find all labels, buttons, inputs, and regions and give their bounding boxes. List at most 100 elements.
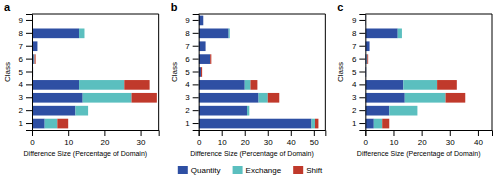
tick-label: 3 xyxy=(185,93,190,102)
bar xyxy=(210,54,211,64)
tick-label: 10 xyxy=(64,138,73,147)
bar xyxy=(84,29,85,39)
tick: 4 xyxy=(185,80,198,89)
tick-label: 30 xyxy=(264,138,273,147)
bar xyxy=(389,106,417,116)
tick-mark xyxy=(422,130,423,136)
bar xyxy=(203,16,204,26)
tick: 9 xyxy=(352,16,365,25)
tick: 30 xyxy=(446,130,455,147)
tick-mark xyxy=(26,46,32,47)
bar xyxy=(403,80,437,90)
bar xyxy=(229,29,230,39)
tick-label: 5 xyxy=(352,68,357,77)
tick-label: 2 xyxy=(19,106,24,115)
bar xyxy=(32,93,83,103)
bar xyxy=(88,106,89,116)
bar xyxy=(75,106,88,116)
legend-item: Exchange xyxy=(233,166,282,175)
bar xyxy=(37,41,38,51)
legend-item: Shift xyxy=(293,166,323,175)
bar xyxy=(446,93,466,103)
tick: 0 xyxy=(30,130,35,147)
tick-label: 30 xyxy=(446,138,455,147)
tick-mark xyxy=(314,130,315,136)
panel: 010203040123456789Difference Size (Perce… xyxy=(336,1,492,158)
tick-mark xyxy=(359,20,365,21)
bar xyxy=(417,106,418,116)
tick: 3 xyxy=(185,93,198,102)
frame xyxy=(158,14,159,130)
bar xyxy=(199,41,206,51)
bar xyxy=(259,93,268,103)
bar xyxy=(398,29,402,39)
tick-mark xyxy=(193,123,199,124)
tick-label: 40 xyxy=(287,138,296,147)
tick-mark xyxy=(26,72,32,73)
series xyxy=(201,54,318,128)
tick: 10 xyxy=(64,130,73,147)
tick-mark xyxy=(193,20,199,21)
bar xyxy=(365,29,397,39)
tick-label: 9 xyxy=(19,16,24,25)
tick: 2 xyxy=(19,106,32,115)
tick-label: 2 xyxy=(185,106,190,115)
tick-mark xyxy=(268,130,269,136)
tick: 6 xyxy=(19,55,32,64)
bars xyxy=(199,16,319,129)
tick-label: 5 xyxy=(19,68,24,77)
tick-mark xyxy=(26,20,32,21)
tick-mark xyxy=(393,130,394,136)
tick: 6 xyxy=(185,55,198,64)
bar xyxy=(199,29,229,39)
tick-mark xyxy=(450,130,451,136)
tick: 20 xyxy=(418,130,427,147)
tick: 4 xyxy=(352,80,365,89)
bar xyxy=(245,80,251,90)
tick-mark xyxy=(193,110,199,111)
chart: 0102030123456789Difference Size (Percent… xyxy=(0,0,500,178)
tick: 9 xyxy=(185,16,198,25)
bar xyxy=(199,93,259,103)
bar xyxy=(203,16,204,26)
bar xyxy=(205,41,206,51)
bar xyxy=(45,119,58,129)
panel-title: c xyxy=(337,1,343,13)
bar xyxy=(201,67,202,77)
axis-line xyxy=(26,15,33,131)
legend-label: Exchange xyxy=(246,166,282,175)
series xyxy=(35,54,157,128)
bar xyxy=(382,119,389,129)
tick-mark xyxy=(359,97,365,98)
tick-mark xyxy=(26,123,32,124)
panel-title: b xyxy=(171,1,178,13)
tick-mark xyxy=(104,130,105,136)
tick: 7 xyxy=(185,42,198,51)
legend-item: Quantity xyxy=(178,166,221,175)
tick: 0 xyxy=(364,130,369,147)
bar xyxy=(32,29,79,39)
tick: 3 xyxy=(19,93,32,102)
bar xyxy=(33,54,35,64)
bar xyxy=(365,106,389,116)
bar xyxy=(365,93,404,103)
bar xyxy=(57,119,68,129)
tick: 30 xyxy=(137,130,146,147)
bar xyxy=(79,80,124,90)
y-axis-label: Class xyxy=(170,62,179,82)
series xyxy=(32,16,83,129)
bar xyxy=(312,119,315,129)
frame xyxy=(199,14,326,15)
bar xyxy=(365,80,403,90)
tick-label: 10 xyxy=(390,138,399,147)
bar xyxy=(35,54,36,64)
tick-label: 30 xyxy=(137,138,146,147)
bar xyxy=(250,80,257,90)
bar xyxy=(200,67,201,77)
tick-mark xyxy=(193,46,199,47)
tick-mark xyxy=(193,72,199,73)
bars xyxy=(365,16,465,129)
bar xyxy=(37,41,38,51)
frame xyxy=(325,14,326,130)
axis-line xyxy=(359,15,366,131)
